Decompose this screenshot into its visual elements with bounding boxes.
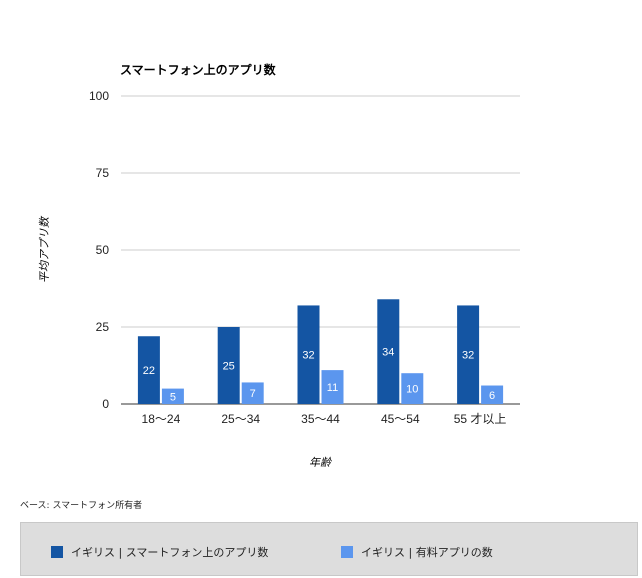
x-tick-label: 45〜54 [381, 412, 420, 426]
bar-series-1-1[interactable] [137, 336, 160, 404]
data-label: 25 [223, 361, 235, 373]
legend-label-series-1: イギリス | スマートフォン上のアプリ数 [71, 546, 269, 559]
legend-swatch-series-2 [341, 546, 353, 558]
bar-series-1-2[interactable] [217, 327, 240, 404]
bar-series-2-2[interactable] [241, 382, 264, 404]
gridlines [121, 95, 520, 405]
bar-series-2-4[interactable] [401, 373, 424, 404]
data-label: 5 [170, 391, 176, 403]
y-tick-label: 50 [96, 243, 110, 257]
data-label: 6 [489, 390, 495, 402]
bar-chart: スマートフォン上のアプリ数 22 5 25 7 32 11 34 10 32 6 0 25 50 75 1… [38, 62, 520, 469]
bar-series-1-3[interactable] [297, 305, 320, 404]
y-tick-label: 75 [96, 166, 110, 180]
bars [137, 299, 504, 404]
source-note: ベース: スマートフォン所有者 [20, 501, 143, 511]
data-label: 10 [406, 384, 418, 396]
legend: イギリス | スマートフォン上のアプリ数 イギリス | 有料アプリの数 [20, 522, 638, 576]
y-tick-label: 100 [89, 89, 109, 103]
data-label: 7 [250, 388, 256, 400]
y-tick-label: 0 [102, 397, 109, 411]
legend-item-series-1[interactable]: イギリス | スマートフォン上のアプリ数 [51, 544, 268, 560]
y-tick-label: 25 [96, 320, 110, 334]
chart-title: スマートフォン上のアプリ数 [120, 62, 277, 77]
data-label: 32 [462, 350, 474, 362]
legend-item-series-2[interactable]: イギリス | 有料アプリの数 [341, 544, 493, 560]
bar-series-2-5[interactable] [481, 385, 504, 404]
x-tick-label: 25〜34 [221, 412, 260, 426]
data-label: 11 [327, 382, 338, 394]
bar-series-1-5[interactable] [457, 305, 480, 404]
legend-swatch-series-1 [51, 546, 63, 558]
bar-series-2-3[interactable] [321, 370, 344, 404]
data-label: 22 [143, 365, 155, 377]
x-tick-label: 35〜44 [301, 412, 340, 426]
y-axis-title: 平均アプリ数 [38, 215, 51, 283]
bar-series-1-4[interactable] [377, 299, 400, 404]
data-label: 34 [382, 347, 394, 359]
legend-label-series-2: イギリス | 有料アプリの数 [361, 546, 493, 559]
bar-series-2-1[interactable] [161, 388, 184, 404]
x-tick-label: 55 才以上 [454, 412, 507, 426]
x-axis-title: 年齢 [309, 456, 332, 469]
data-labels: 22 5 25 7 32 11 34 10 32 6 [143, 347, 495, 404]
x-tick-label: 18〜24 [142, 412, 181, 426]
data-label: 32 [302, 350, 314, 362]
